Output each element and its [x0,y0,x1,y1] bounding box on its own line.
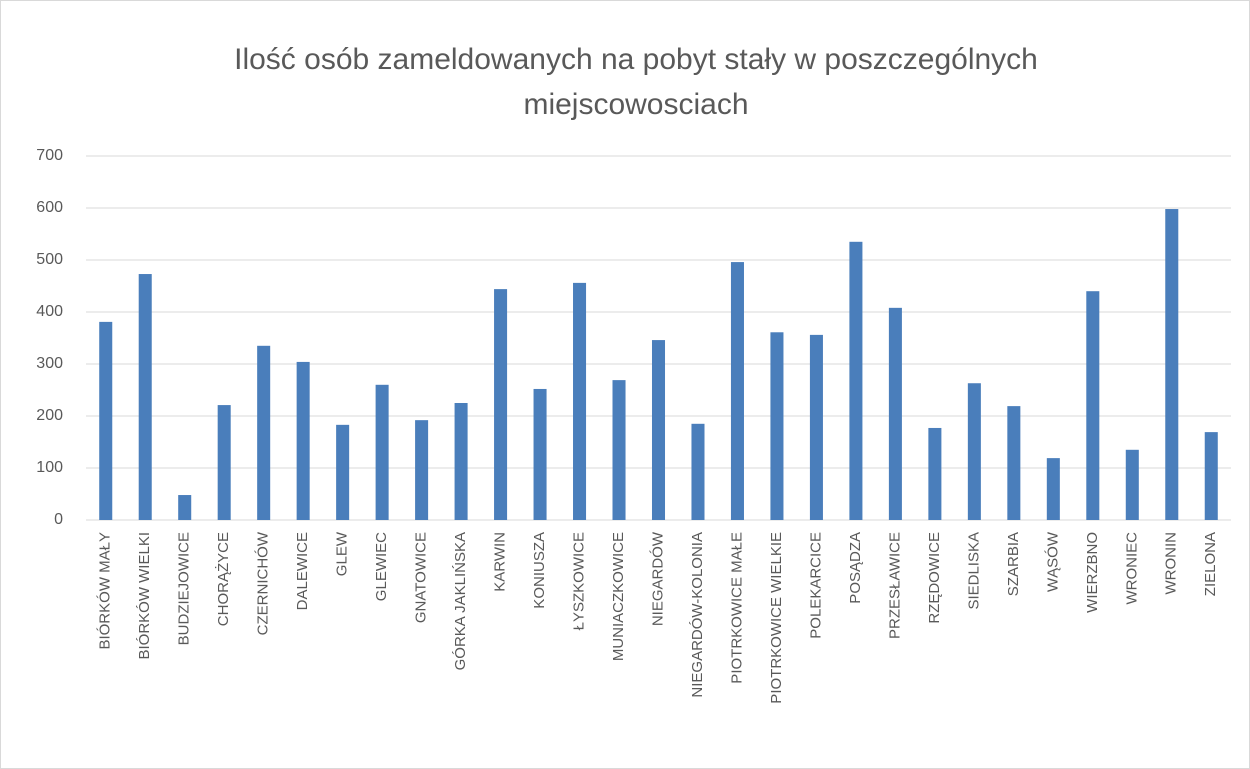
x-tick-label: WRONIN [1163,532,1180,595]
x-tick-label: CHORĄŻYCE [214,532,232,626]
bar [1007,406,1021,520]
bar [257,345,271,520]
bar [99,321,113,520]
y-tick-label: 300 [36,355,63,372]
bar [415,420,429,520]
bar [573,282,587,520]
y-tick-label: 100 [36,459,63,476]
bar [1204,432,1218,520]
bar [691,423,705,520]
y-tick-label: 200 [36,407,63,424]
chart-title: Ilość osób zameldowanych na pobyt stały … [234,43,1038,121]
x-tick-label: DALEWICE [294,532,311,610]
bar [375,384,389,520]
x-tick-label: KARWIN [492,532,509,592]
y-tick-label: 0 [54,511,63,528]
bar [1125,449,1139,520]
x-tick-label: KONIUSZA [531,532,548,609]
x-tick-label: WĄSÓW [1044,531,1061,592]
x-tick-label: ZIELONA [1202,532,1219,596]
bar [967,383,981,520]
x-tick-label: SZARBIA [1005,532,1022,596]
y-tick-label: 500 [36,251,63,268]
bar [928,427,942,520]
x-tick-label: MUNIACZKOWICE [610,532,627,661]
x-tick-label: POLEKARCICE [807,532,824,639]
bar [1086,291,1100,520]
y-tick-label: 600 [36,199,63,216]
x-tick-label: GLEWIEC [373,532,390,601]
bar [494,289,508,520]
bar [533,388,547,520]
x-tick-label: POSĄDZA [847,532,864,604]
y-tick-label: 700 [36,147,63,164]
bar [1046,458,1060,520]
x-tick-label: NIEGARDÓW [649,531,666,626]
bar [296,361,310,520]
x-tick-label: NIEGARDÓW-KOLONIA [689,532,706,698]
bar [178,495,192,520]
bar [849,241,863,521]
y-tick-label: 400 [36,303,63,320]
bar [1165,209,1179,521]
x-tick-label: BIÓRKÓW MAŁY [97,532,114,650]
bar [336,424,350,520]
x-tick-label: GNATOWICE [413,532,430,623]
x-tick-label: PRZESŁAWICE [886,532,903,639]
x-tick-label: ŁYSZKOWICE [571,532,588,630]
x-tick-label: CZERNICHÓW [255,531,272,635]
x-tick-label: BUDZIEJOWICE [176,532,193,645]
bar [217,405,231,520]
bar [770,332,784,520]
x-tick-label: GLEW [334,531,351,576]
bar [454,403,468,520]
x-tick-label: BIÓRKÓW WIELKI [136,532,153,660]
x-tick-label: PIOTRKOWICE MAŁE [728,532,745,684]
x-tick-label: WIERZBNO [1084,532,1101,613]
bar [138,274,152,520]
x-tick-label: GÓRKA JAKLIŃSKA [452,532,469,670]
bar [888,307,902,520]
x-tick-label: RZĘDOWICE [926,532,943,624]
x-tick-label: SIEDLISKA [965,532,982,610]
x-tick-label: WRONIEC [1123,532,1140,605]
bar [612,380,626,520]
bar [651,340,666,520]
x-tick-label: PIOTRKOWICE WIELKIE [768,532,785,704]
bar [730,262,744,520]
bar [809,334,823,520]
